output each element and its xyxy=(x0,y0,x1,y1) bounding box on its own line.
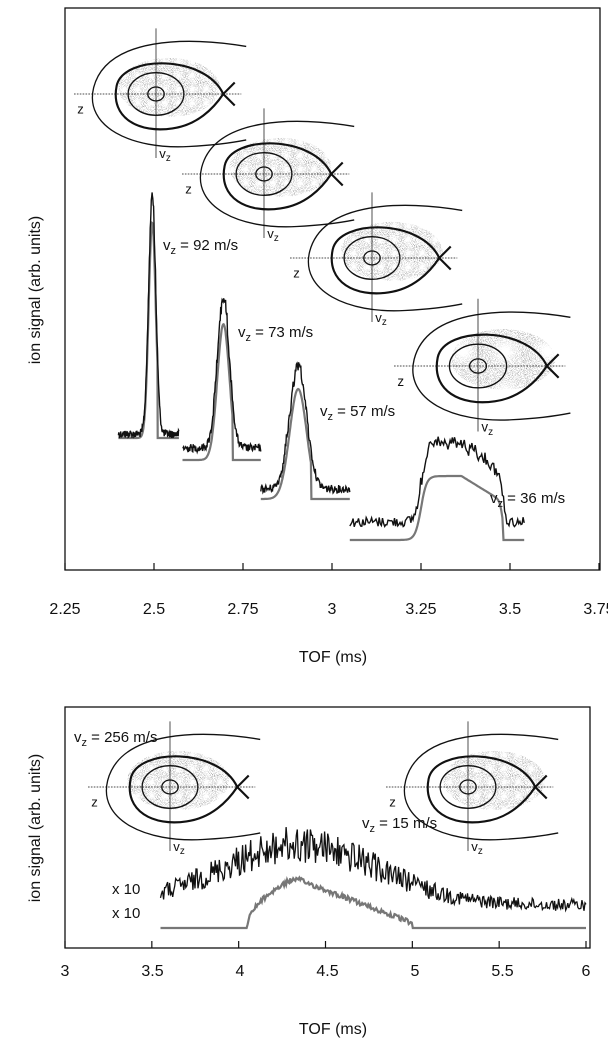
phase-space-plot: z vz xyxy=(182,108,355,244)
simulated-trace xyxy=(160,875,586,930)
particle-cloud xyxy=(451,329,556,390)
top-series-0 xyxy=(117,192,180,440)
separatrix-curve xyxy=(330,226,452,295)
outer-orbit xyxy=(307,204,463,312)
separatrix-curve xyxy=(222,142,344,211)
particle-cloud xyxy=(118,57,220,117)
particle-cloud xyxy=(229,137,332,197)
phase-space-plot: z vz xyxy=(74,28,247,164)
top-tick-label: 3.5 xyxy=(499,601,521,618)
z-axis-label: z xyxy=(91,795,98,810)
series-label-15: vz = 15 m/s xyxy=(362,815,437,835)
bottom-tick-label: 5.5 xyxy=(491,963,513,980)
bottom-tick-label: 4.5 xyxy=(316,963,338,980)
bottom-tick-label: 3 xyxy=(61,963,70,980)
z-axis-label: z xyxy=(397,374,404,389)
z-axis-label: z xyxy=(77,102,84,117)
separatrix-curve xyxy=(426,755,548,824)
series-label-57: vz = 57 m/s xyxy=(320,403,395,423)
series-label-256: vz = 256 m/s xyxy=(74,729,157,749)
measured-trace xyxy=(349,436,525,528)
phase-space-plot: z vz xyxy=(393,298,571,438)
bottom-tick-label: 5 xyxy=(411,963,420,980)
simulated-trace xyxy=(260,387,350,501)
bottom-traces xyxy=(159,827,587,930)
series-label-73: vz = 73 m/s xyxy=(238,324,313,344)
vz-axis-label: vz xyxy=(471,839,483,857)
simulated-trace xyxy=(349,474,525,542)
bottom-phase-space-plots: z vz z vz xyxy=(88,721,559,857)
top-tick-label: 2.5 xyxy=(143,601,165,618)
top-traces xyxy=(117,192,525,542)
top-tick-label: 2.75 xyxy=(227,601,258,618)
top-tick-label: 3.25 xyxy=(405,601,436,618)
bottom-plot-frame xyxy=(64,706,591,949)
bottom-x-tick-labels: 3 3.5 4 4.5 5 5.5 6 xyxy=(61,963,591,980)
outer-orbit xyxy=(403,733,559,841)
top-tick-label: 2.25 xyxy=(49,601,80,618)
top-x-tick-labels: 2.25 2.5 2.75 3 3.25 3.5 3.75 xyxy=(49,601,608,618)
top-phase-space-plots: z vz z vz z vz z vz xyxy=(74,28,571,438)
bottom-tick-label: 4 xyxy=(236,963,245,980)
measured-trace xyxy=(182,297,262,455)
z-axis-label: z xyxy=(389,795,396,810)
vz-axis-label: vz xyxy=(375,310,387,328)
outer-orbit xyxy=(105,733,261,841)
top-series-1 xyxy=(182,297,262,462)
bottom-series xyxy=(159,827,587,930)
vz-axis-label: vz xyxy=(173,839,185,857)
measured-trace xyxy=(117,192,180,439)
series-label-36: vz = 36 m/s xyxy=(490,490,565,510)
simulated-trace xyxy=(182,322,261,462)
bottom-tick-label: 6 xyxy=(582,963,591,980)
separatrix-curve xyxy=(128,755,250,824)
separatrix-curve xyxy=(435,333,560,404)
top-x-ticks xyxy=(64,563,600,570)
phase-space-plot: z vz xyxy=(386,721,559,857)
outer-orbit xyxy=(412,311,571,421)
vz-axis-label: vz xyxy=(481,420,493,438)
bottom-tick-label: 3.5 xyxy=(141,963,163,980)
bottom-x-ticks xyxy=(64,941,587,948)
particle-cloud xyxy=(127,750,230,810)
top-panel: 2.25 2.5 2.75 3 3.25 3.5 3.75 TOF (ms) i… xyxy=(27,7,608,666)
vz-axis-label: vz xyxy=(267,226,279,244)
top-tick-label: 3.75 xyxy=(583,601,608,618)
measured-trace xyxy=(159,827,587,913)
top-y-axis-label: ion signal (arb. units) xyxy=(27,216,44,365)
scale-label-simulated: x 10 xyxy=(112,905,140,922)
top-x-axis-label: TOF (ms) xyxy=(299,649,367,666)
bottom-panel: 3 3.5 4 4.5 5 5.5 6 TOF (ms) ion signal … xyxy=(27,706,591,1038)
phase-space-plot: z vz xyxy=(88,721,261,857)
top-series-2 xyxy=(260,361,351,501)
outer-orbit xyxy=(91,40,247,148)
series-label-92: vz = 92 m/s xyxy=(163,237,238,257)
top-series-3 xyxy=(349,436,525,542)
scale-label-measured: x 10 xyxy=(112,881,140,898)
separatrix-curve xyxy=(114,62,236,131)
phase-space-plot: z vz xyxy=(290,192,463,328)
bottom-x-axis-label: TOF (ms) xyxy=(299,1021,367,1038)
outer-orbit xyxy=(199,120,355,228)
bottom-y-axis-label: ion signal (arb. units) xyxy=(27,754,44,903)
vz-axis-label: vz xyxy=(159,146,171,164)
z-axis-label: z xyxy=(185,182,192,197)
top-tick-label: 3 xyxy=(328,601,337,618)
z-axis-label: z xyxy=(293,266,300,281)
measured-trace xyxy=(260,361,351,495)
